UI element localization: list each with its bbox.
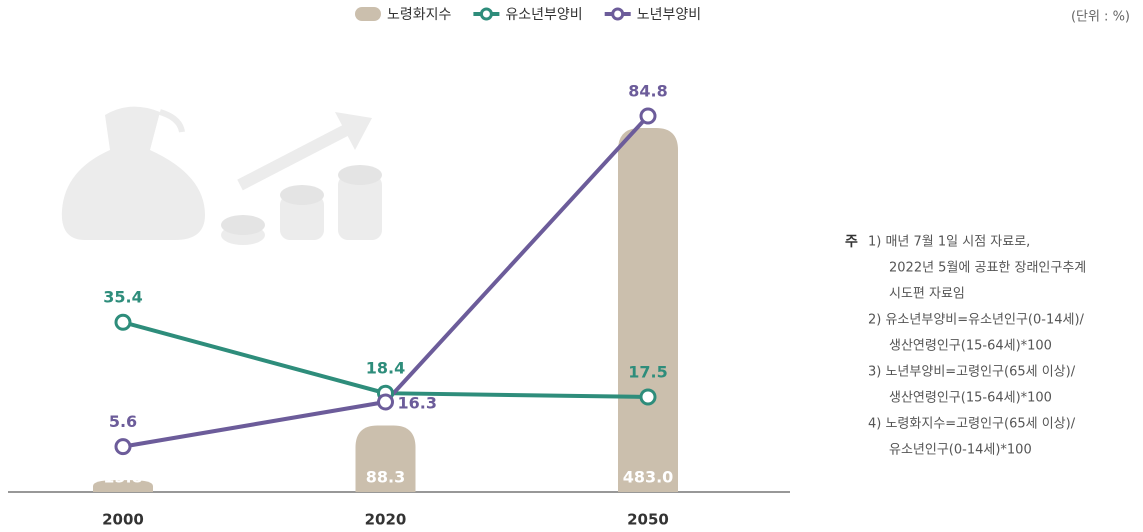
chart: (단위 : %) 주 1) 매년 7월 1일 시점 자료로, 2022년 5월에 공…	[0, 0, 1143, 532]
point-value-label: 84.8	[628, 82, 667, 101]
point-value-label: 16.3	[398, 393, 437, 412]
note-line: 유소년인구(0-14세)*100	[889, 443, 1032, 458]
point-value-label: 5.6	[109, 412, 137, 431]
point-value-label: 18.4	[366, 359, 405, 378]
bar-value-label: 483.0	[623, 468, 674, 487]
legend-swatch	[355, 7, 381, 21]
bar-value-label: 15.8	[103, 468, 142, 487]
illustration	[62, 107, 382, 245]
legend-swatch	[481, 9, 491, 19]
legend-label: 유소년부양비	[505, 7, 582, 23]
note-line: 4) 노령화지수=고령인구(65세 이상)/	[868, 417, 1076, 432]
note-line: 생산연령인구(15-64세)*100	[889, 339, 1052, 354]
point	[379, 395, 393, 409]
bar	[618, 128, 678, 492]
point	[116, 440, 130, 454]
legend-label: 노령화지수	[387, 7, 452, 23]
x-tick-label: 2020	[365, 511, 407, 529]
unit: (단위 : %)	[1071, 10, 1130, 25]
note-line: 시도편 자료임	[889, 287, 965, 302]
notes-label: 주	[845, 234, 858, 250]
legend-label: 노년부양비	[637, 7, 701, 23]
notes: 주 1) 매년 7월 1일 시점 자료로, 2022년 5월에 공표한 장래인구추계…	[845, 234, 1086, 458]
legend-swatch	[613, 9, 623, 19]
x-tick-label: 2000	[102, 511, 144, 529]
x-tick-label: 2050	[627, 511, 669, 529]
note-line: 3) 노년부양비=고령인구(65세 이상)/	[868, 365, 1076, 380]
note-line: 1) 매년 7월 1일 시점 자료로,	[868, 235, 1030, 250]
point-value-label: 35.4	[103, 288, 142, 307]
note-line: 2) 유소년부양비=유소년인구(0-14세)/	[868, 313, 1085, 328]
note-line: 생산연령인구(15-64세)*100	[889, 391, 1052, 406]
point-value-label: 17.5	[628, 362, 667, 381]
point	[641, 390, 655, 404]
point	[116, 315, 130, 329]
point	[641, 109, 655, 123]
note-line: 2022년 5월에 공표한 장래인구추계	[889, 261, 1086, 276]
bar-value-label: 88.3	[366, 468, 405, 487]
